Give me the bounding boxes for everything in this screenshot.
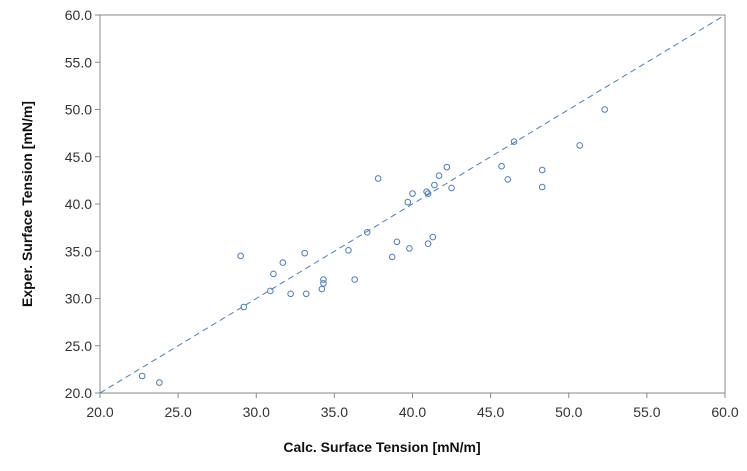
data-point — [424, 190, 432, 197]
x-tick-label: 20.0 — [86, 404, 113, 420]
y-tick-label: 35.0 — [65, 243, 92, 259]
data-point — [388, 253, 396, 261]
data-point — [448, 184, 455, 192]
data-point — [429, 233, 437, 241]
x-tick-label: 55.0 — [633, 404, 660, 420]
data-point — [267, 287, 274, 295]
data-point — [406, 245, 413, 252]
data-point — [287, 290, 294, 298]
data-point — [404, 198, 412, 206]
data-point — [431, 181, 438, 189]
data-point — [320, 280, 327, 287]
x-tick-label: 30.0 — [243, 404, 270, 420]
data-points — [138, 106, 608, 386]
data-point — [237, 252, 244, 260]
reference-line — [99, 14, 726, 394]
data-point — [443, 163, 451, 171]
data-point — [393, 238, 401, 246]
y-tick-label: 45.0 — [65, 149, 92, 165]
data-point — [498, 162, 505, 170]
data-point — [138, 372, 146, 380]
data-point — [320, 276, 327, 283]
data-point — [424, 240, 432, 247]
y-tick-label: 50.0 — [65, 102, 92, 118]
data-point — [301, 249, 308, 257]
data-point — [363, 229, 371, 236]
data-point — [351, 276, 358, 283]
x-axis: 20.0 25.0 30.0 35.0 40.0 45.0 50.0 55.0 60.0 — [86, 393, 739, 420]
data-point — [374, 175, 382, 182]
data-point — [302, 290, 310, 298]
x-tick-label: 35.0 — [321, 404, 348, 420]
data-point — [538, 166, 546, 174]
y-axis-title: Exper. Surface Tension [mN/m] — [19, 101, 35, 307]
data-point — [601, 106, 608, 113]
y-tick-label: 55.0 — [65, 54, 92, 70]
y-tick-label: 40.0 — [65, 196, 92, 212]
data-point — [345, 247, 352, 254]
data-point — [538, 183, 546, 191]
y-tick-label: 20.0 — [65, 385, 92, 401]
x-axis-title: Calc. Surface Tension [mN/m] — [283, 439, 480, 455]
x-tick-label: 60.0 — [711, 404, 738, 420]
data-point — [279, 259, 287, 266]
data-point — [504, 176, 512, 183]
y-tick-label: 30.0 — [65, 291, 92, 307]
data-point — [240, 303, 248, 311]
data-point — [156, 379, 163, 386]
x-tick-label: 50.0 — [555, 404, 582, 420]
data-point — [409, 190, 416, 197]
x-tick-label: 45.0 — [477, 404, 504, 420]
x-tick-label: 40.0 — [399, 404, 426, 420]
y-tick-label: 25.0 — [65, 338, 92, 354]
data-point — [423, 188, 430, 196]
data-point — [435, 172, 443, 179]
y-tick-label: 60.0 — [65, 7, 92, 23]
data-point — [576, 142, 583, 149]
data-point — [270, 270, 277, 278]
x-tick-label: 25.0 — [165, 404, 192, 420]
data-point — [510, 138, 518, 145]
y-axis: 20.0 25.0 30.0 35.0 40.0 45.0 50.0 55.0 60.0 — [65, 7, 100, 401]
